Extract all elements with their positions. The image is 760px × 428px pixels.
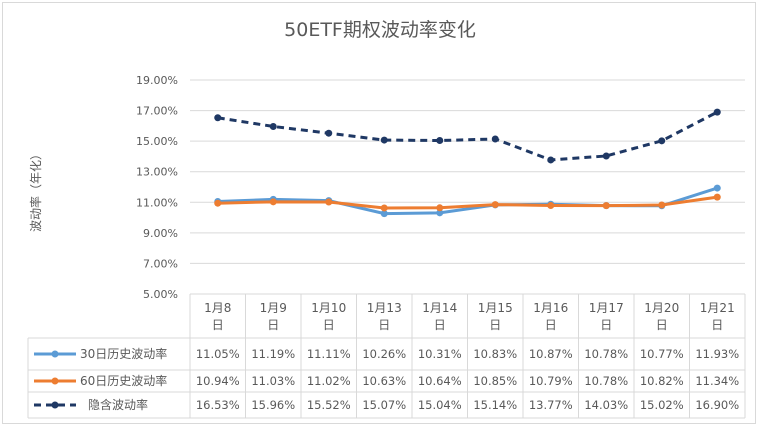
data-point xyxy=(713,108,721,116)
chart-title: 50ETF期权波动率变化 xyxy=(284,19,476,41)
data-point xyxy=(214,199,222,207)
y-tick-label: 5.00% xyxy=(143,288,178,301)
data-table-cell: 11.34% xyxy=(695,374,739,388)
data-point xyxy=(491,135,499,143)
legend-label: 60日历史波动率 xyxy=(80,373,167,388)
x-tick-label: 1月14 日 xyxy=(422,301,457,332)
x-tick-label: 1月16 日 xyxy=(533,301,568,332)
legend-label: 隐含波动率 xyxy=(88,397,148,412)
data-table-cell: 11.19% xyxy=(251,347,295,361)
data-table-cell: 10.94% xyxy=(196,374,240,388)
data-table-cell: 10.82% xyxy=(640,374,684,388)
x-tick-label: 1月9 日 xyxy=(260,301,287,332)
data-table-cell: 16.53% xyxy=(196,398,240,412)
data-point xyxy=(713,184,721,192)
data-table-cell: 10.78% xyxy=(584,374,628,388)
x-tick-label: 1月10 日 xyxy=(311,301,346,332)
data-point xyxy=(380,204,388,212)
data-point xyxy=(214,114,222,122)
data-table-cell: 15.02% xyxy=(640,398,684,412)
y-axis-label: 波动率（年化） xyxy=(28,148,43,232)
series-line-2 xyxy=(217,110,718,162)
y-tick-label: 15.00% xyxy=(136,135,178,148)
data-table-cell: 10.79% xyxy=(529,374,573,388)
data-table-cell: 10.77% xyxy=(640,347,684,361)
data-table-cell: 10.87% xyxy=(529,347,573,361)
data-table-cell: 10.63% xyxy=(362,374,406,388)
y-tick-label: 11.00% xyxy=(136,196,178,209)
data-table-cell: 11.11% xyxy=(307,347,351,361)
data-table-cell: 15.07% xyxy=(362,398,406,412)
x-tick-label: 1月21 日 xyxy=(700,301,735,332)
x-tick-label: 1月13 日 xyxy=(367,301,402,332)
data-table-cell: 10.26% xyxy=(362,347,406,361)
data-point xyxy=(547,201,555,209)
data-point xyxy=(380,210,388,218)
data-table-cell: 15.14% xyxy=(473,398,517,412)
data-table-cell: 15.04% xyxy=(418,398,462,412)
legend-label: 30日历史波动率 xyxy=(80,346,167,361)
data-point xyxy=(325,198,333,206)
data-table-cell: 13.77% xyxy=(529,398,573,412)
data-table-cell: 15.52% xyxy=(307,398,351,412)
data-table-cell: 11.93% xyxy=(695,347,739,361)
legend-marker xyxy=(51,350,59,358)
legend-marker xyxy=(51,377,59,385)
legend-marker xyxy=(51,401,59,409)
x-tick-label: 1月17 日 xyxy=(589,301,624,332)
data-point xyxy=(325,129,333,137)
chart-frame xyxy=(2,2,756,424)
data-point xyxy=(380,136,388,144)
x-tick-label: 1月8 日 xyxy=(204,301,231,332)
y-tick-label: 7.00% xyxy=(143,257,178,270)
x-tick-label: 1月15 日 xyxy=(478,301,513,332)
data-table-cell: 11.05% xyxy=(196,347,240,361)
data-table-cell: 15.96% xyxy=(251,398,295,412)
y-tick-label: 9.00% xyxy=(143,227,178,240)
data-table-cell: 10.78% xyxy=(584,347,628,361)
data-point xyxy=(436,209,444,217)
data-table-cell: 10.31% xyxy=(418,347,462,361)
data-point xyxy=(436,137,444,145)
data-point xyxy=(713,193,721,201)
data-point xyxy=(602,202,610,210)
y-tick-label: 13.00% xyxy=(136,166,178,179)
data-point xyxy=(491,201,499,209)
x-tick-label: 1月20 日 xyxy=(644,301,679,332)
data-point xyxy=(658,201,666,209)
data-table-cell: 14.03% xyxy=(584,398,628,412)
y-tick-label: 19.00% xyxy=(136,74,178,87)
data-point xyxy=(269,198,277,206)
series-line-1 xyxy=(217,195,718,210)
data-table-cell: 10.64% xyxy=(418,374,462,388)
data-table-cell: 16.90% xyxy=(695,398,739,412)
data-point xyxy=(547,156,555,164)
data-table-cell: 11.02% xyxy=(307,374,351,388)
y-tick-label: 17.00% xyxy=(136,105,178,118)
data-point xyxy=(658,137,666,145)
data-point xyxy=(269,122,277,130)
data-point xyxy=(436,204,444,212)
data-table-cell: 10.85% xyxy=(473,374,517,388)
data-point xyxy=(602,152,610,160)
data-table-cell: 10.83% xyxy=(473,347,517,361)
data-table-cell: 11.03% xyxy=(251,374,295,388)
